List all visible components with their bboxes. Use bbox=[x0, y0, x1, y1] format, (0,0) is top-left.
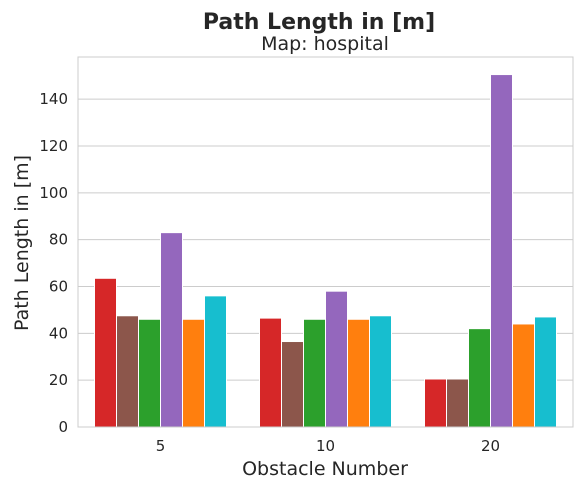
bar bbox=[303, 318, 326, 428]
bar bbox=[424, 378, 447, 428]
bar bbox=[512, 323, 535, 428]
y-tick-label: 100 bbox=[39, 184, 68, 202]
plot-frame bbox=[77, 56, 574, 428]
x-axis-label: Obstacle Number bbox=[242, 458, 408, 480]
bar bbox=[534, 316, 557, 428]
y-axis-label: Path Length in [m] bbox=[11, 155, 33, 331]
bars bbox=[94, 74, 557, 428]
x-tick-label: 5 bbox=[156, 437, 166, 455]
chart-title: Path Length in [m] bbox=[203, 10, 435, 35]
bar bbox=[347, 318, 370, 428]
bar bbox=[204, 295, 227, 428]
bar bbox=[490, 74, 513, 428]
y-tick-label: 20 bbox=[49, 371, 68, 389]
y-tick-label: 60 bbox=[49, 277, 68, 295]
bar bbox=[182, 318, 205, 428]
bar bbox=[468, 328, 491, 428]
bar bbox=[446, 378, 469, 428]
bar bbox=[138, 318, 161, 428]
y-tick-label: 80 bbox=[49, 231, 68, 249]
bar bbox=[281, 341, 304, 428]
y-tick-label: 140 bbox=[39, 90, 68, 108]
y-tick-label: 120 bbox=[39, 137, 68, 155]
bar bbox=[369, 315, 392, 428]
x-axis-ticks: 5 10 20 bbox=[156, 437, 500, 455]
x-tick-label: 20 bbox=[481, 437, 500, 455]
bar bbox=[259, 317, 282, 428]
y-tick-label: 40 bbox=[49, 324, 68, 342]
chart-subtitle: Map: hospital bbox=[261, 33, 389, 55]
y-axis-ticks: 0 20 40 60 80 100 120 140 bbox=[39, 90, 68, 436]
bar bbox=[160, 232, 183, 428]
y-tick-label: 0 bbox=[58, 418, 68, 436]
bar bbox=[325, 290, 348, 428]
bar bbox=[94, 277, 117, 428]
bar bbox=[116, 315, 139, 428]
x-tick-label: 10 bbox=[316, 437, 335, 455]
